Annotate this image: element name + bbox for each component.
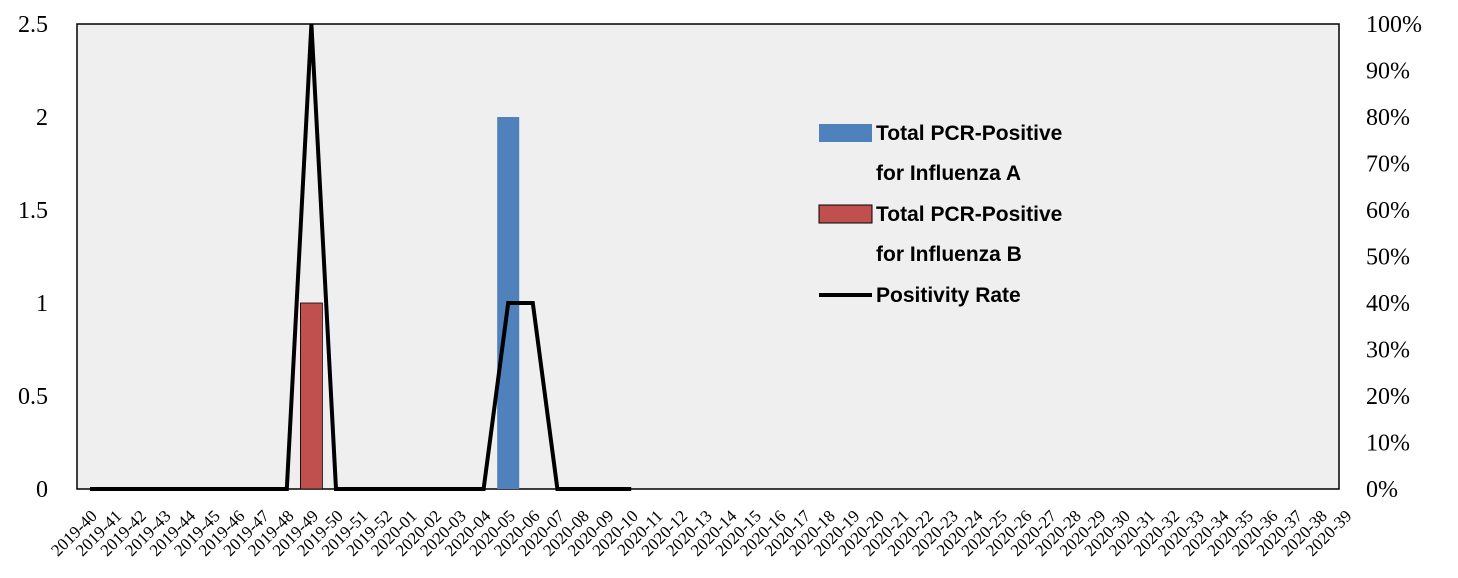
right-tick-label: 70% — [1366, 152, 1410, 178]
right-tick-label: 0% — [1366, 477, 1398, 503]
positivity-rate-line — [90, 23, 632, 491]
bar-influenza-b — [299, 302, 323, 490]
legend-swatch — [818, 204, 873, 224]
right-tick-label: 60% — [1366, 198, 1410, 224]
right-tick-label: 10% — [1366, 431, 1410, 457]
plot-area — [76, 23, 1340, 490]
legend-label: Positivity Rate — [876, 284, 1021, 307]
x-axis: 2019-402019-412019-422019-432019-442019-… — [47, 506, 1355, 560]
line-series-group — [90, 23, 632, 491]
left-axis: 0 0.5 1 1.5 2 2.5 — [18, 12, 48, 503]
left-tick-label: 0 — [36, 477, 48, 503]
legend-label: Total PCR-Positive — [876, 122, 1062, 145]
legend-swatch — [819, 124, 872, 142]
left-tick-label: 1 — [36, 291, 48, 317]
left-tick-label: 2.5 — [18, 12, 48, 38]
right-tick-label: 20% — [1366, 384, 1410, 410]
right-tick-label: 30% — [1366, 338, 1410, 364]
right-tick-label: 50% — [1366, 245, 1410, 271]
legend: Total PCR-Positive for Influenza A Total P… — [818, 122, 1062, 307]
right-tick-label: 80% — [1366, 105, 1410, 131]
right-tick-label: 100% — [1366, 12, 1422, 38]
legend-label: for Influenza A — [876, 162, 1021, 185]
left-tick-label: 2 — [36, 105, 48, 131]
right-axis: 0% 10% 20% 30% 40% 50% 60% 70% 80% 90% 100% — [1366, 12, 1422, 503]
left-tick-label: 0.5 — [18, 384, 48, 410]
left-tick-label: 1.5 — [18, 198, 48, 224]
legend-label: Total PCR-Positive — [876, 203, 1062, 226]
right-tick-label: 40% — [1366, 291, 1410, 317]
right-tick-label: 90% — [1366, 59, 1410, 85]
legend-label: for Influenza B — [876, 243, 1022, 266]
